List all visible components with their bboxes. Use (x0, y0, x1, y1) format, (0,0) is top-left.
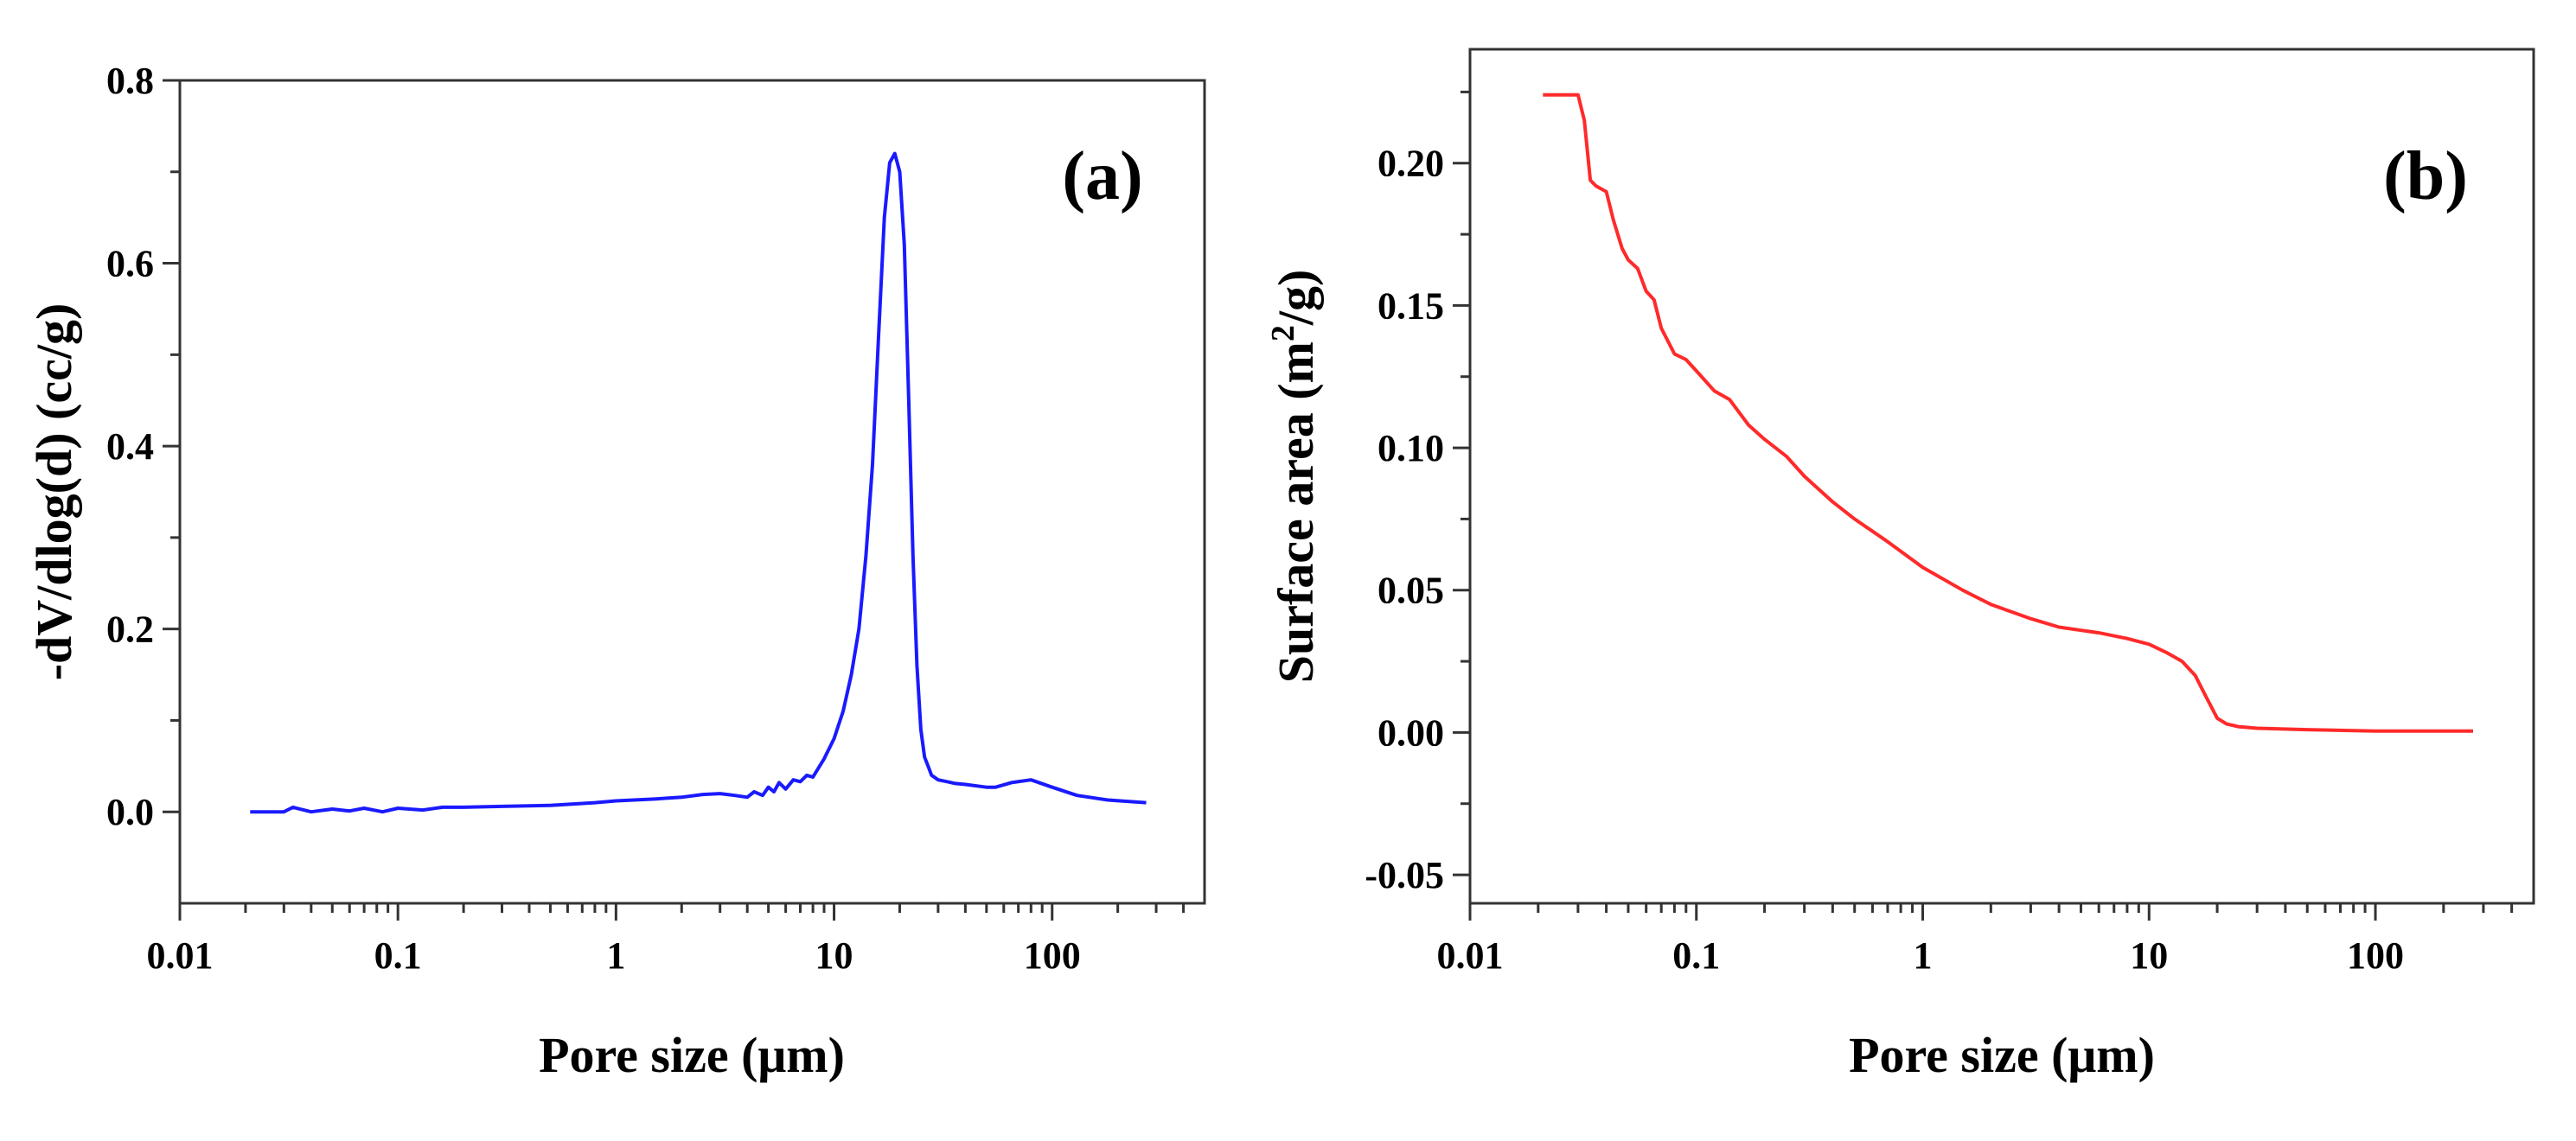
panel-b-y-axis-title-main: Surface area (m (1268, 341, 1324, 683)
panel-a-y-tick-label: 0.4 (106, 425, 154, 468)
panel-a-x-tick-label: 0.01 (147, 934, 214, 977)
panel-a-series-line (250, 151, 1147, 814)
panel-b-y-tick-label: 0.20 (1377, 143, 1444, 185)
panel-b-x-tick-label: 0.01 (1437, 934, 1504, 977)
panel-b-y-tick-label: 0.10 (1377, 427, 1444, 469)
panel-b-y-ticks: -0.05 0.00 0.05 0.10 0.15 0.20 (1365, 90, 1470, 896)
panel-b-plot-frame (1468, 48, 2535, 905)
panel-b-y-tick-label: 0.00 (1377, 711, 1444, 754)
panel-b-y-axis-title-tail: /g) (1268, 270, 1324, 326)
panel-b-x-tick-label: 10 (2130, 934, 2168, 977)
panel-b-label: (b) (2383, 138, 2468, 214)
panel-a-label: (a) (1062, 138, 1142, 214)
panel-a-y-tick-label: 0.2 (106, 609, 154, 651)
panel-b: 0.01 0.1 1 10 100 -0.050.000.050.100.150.20 … (1265, 48, 2535, 1083)
panel-b-x-tick-label: 1 (1914, 934, 1933, 977)
panel-b-y-axis-title-sup: 2 (1265, 325, 1301, 341)
panel-b-series-line (1543, 92, 2473, 733)
panel-a-x-tick-label: 10 (815, 934, 853, 977)
panel-b-y-axis-title: Surface area (m2/g) (1265, 270, 1324, 684)
panel-b-x-ticks: 0.01 0.1 1 10 100 (1437, 903, 2514, 977)
panel-b-x-tick-label: 0.1 (1672, 934, 1720, 977)
panel-a-y-tick-label: 0.8 (106, 60, 154, 102)
panel-b-y-tick-label: 0.15 (1377, 284, 1444, 327)
panel-a-y-ticks: 0.0 0.2 0.4 0.6 0.8 (106, 60, 180, 833)
panel-a: 0.01 0.1 1 10 100 0.0 0.2 0.4 0.6 0.8 (a) Pore s… (26, 60, 1206, 1083)
panel-b-x-axis-title: Pore size (μm) (1849, 1027, 2155, 1083)
panel-a-plot-frame (178, 79, 1206, 905)
panel-b-y-tick-label: 0.05 (1377, 570, 1444, 612)
panel-a-y-tick-label: 0.0 (106, 791, 154, 833)
panel-a-x-axis-title: Pore size (μm) (539, 1027, 845, 1083)
panel-b-y-tick-label: -0.05 (1365, 854, 1444, 896)
panel-b-x-tick-label: 100 (2347, 934, 2404, 977)
panel-a-y-axis-title: -dV/dlog(d) (cc/g) (26, 303, 82, 681)
panel-a-y-tick-label: 0.6 (106, 243, 154, 285)
panel-a-x-tick-label: 100 (1024, 934, 1081, 977)
panel-a-x-tick-label: 0.1 (374, 934, 422, 977)
panel-a-x-ticks: 0.01 0.1 1 10 100 (147, 903, 1186, 977)
panel-a-x-tick-label: 1 (606, 934, 625, 977)
